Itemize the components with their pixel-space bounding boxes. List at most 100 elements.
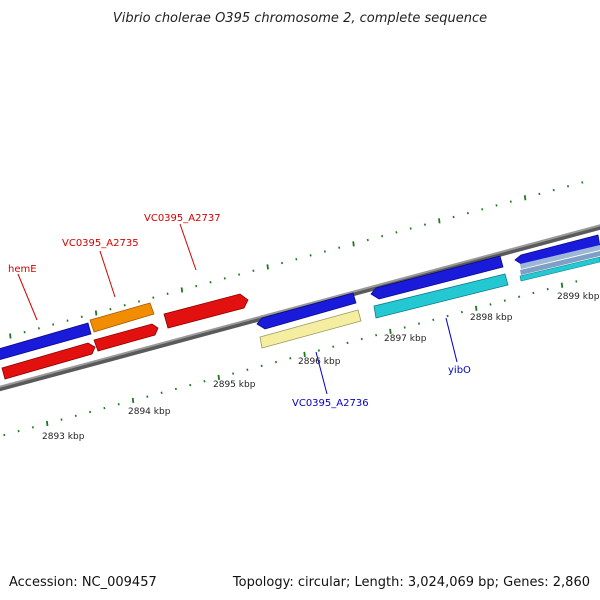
gene-label-hemE[interactable]: hemE [8, 264, 37, 275]
major-tick [180, 287, 184, 293]
minor-tick [481, 208, 484, 211]
major-tick [389, 328, 392, 334]
minor-tick [66, 319, 69, 322]
major-tick [131, 397, 135, 404]
gene-labels: hemE VC0395_A2735 VC0395_A2737 VC0395_A2… [8, 213, 471, 409]
minor-tick [509, 200, 512, 203]
minor-tick [409, 227, 412, 230]
major-tick [94, 310, 98, 316]
minor-tick [60, 418, 63, 421]
minor-tick [152, 296, 155, 299]
minor-tick [466, 211, 469, 215]
minor-tick [52, 323, 55, 326]
minor-tick [238, 273, 241, 276]
minor-tick [146, 395, 149, 398]
minor-tick [74, 414, 77, 418]
minor-tick [432, 318, 435, 322]
gene-label-yibO[interactable]: yibO [448, 365, 471, 376]
major-tick [438, 218, 441, 224]
major-tick [9, 333, 12, 339]
minor-tick [289, 356, 292, 360]
gene-label-VC0395_A2736[interactable]: VC0395_A2736 [292, 398, 369, 409]
gene-blue-upper-2[interactable] [370, 255, 504, 300]
minor-tick [203, 380, 206, 383]
tick-labels: 2893 kbp 2894 kbp 2895 kbp 2896 kbp 2897… [42, 292, 600, 442]
minor-tick [160, 391, 163, 394]
gene-VC0395_A2737[interactable] [163, 293, 249, 329]
major-tick [475, 305, 478, 311]
minor-tick [295, 257, 298, 261]
minor-tick [109, 307, 112, 311]
minor-tick [503, 299, 506, 302]
minor-tick [17, 429, 20, 433]
minor-tick [360, 337, 363, 341]
minor-tick [137, 300, 141, 303]
minor-tick [423, 223, 427, 226]
minor-tick [532, 291, 535, 295]
minor-tick [366, 238, 369, 242]
minor-tick [495, 204, 498, 207]
major-tick [560, 282, 564, 288]
minor-tick [195, 284, 198, 288]
gene-red-2[interactable] [93, 323, 159, 352]
minor-tick [332, 345, 335, 348]
gene-yibO[interactable] [373, 273, 509, 319]
accession-text: Accession: NC_009457 [9, 575, 157, 590]
gene-stack-right[interactable] [519, 245, 600, 282]
minor-tick [209, 281, 212, 284]
tick-label-2893: 2893 kbp [42, 432, 85, 442]
inner-tick-ring [3, 280, 578, 437]
tick-label-2895: 2895 kbp [213, 380, 256, 390]
minor-tick [403, 326, 406, 329]
minor-tick [174, 387, 177, 391]
minor-tick [546, 287, 549, 291]
minor-tick [123, 304, 126, 307]
minor-tick [538, 192, 541, 196]
minor-tick [375, 333, 378, 337]
minor-tick [260, 364, 263, 368]
minor-tick [3, 433, 6, 437]
outer-tick-ring [9, 181, 584, 339]
minor-tick [232, 372, 235, 375]
gene-label-VC0395_A2737[interactable]: VC0395_A2737 [144, 213, 221, 224]
major-tick [266, 264, 269, 270]
minor-tick [89, 410, 92, 414]
gene-VC0395_A2736[interactable] [259, 309, 362, 349]
minor-tick [460, 310, 463, 314]
gene-label-VC0395_A2735[interactable]: VC0395_A2735 [62, 238, 139, 249]
minor-tick [518, 295, 521, 299]
tick-label-2896: 2896 kbp [298, 357, 341, 367]
minor-tick [166, 292, 169, 295]
minor-tick [575, 280, 578, 283]
major-tick [217, 374, 220, 381]
map-title: Vibrio cholerae O395 chromosome 2, compl… [113, 11, 487, 26]
major-tick [523, 195, 527, 201]
minor-tick [223, 277, 226, 280]
tick-label-2897: 2897 kbp [384, 334, 427, 344]
major-tick [46, 420, 49, 427]
minor-tick [31, 426, 34, 429]
minor-tick [381, 234, 384, 238]
gene-VC0395_A2735[interactable] [89, 302, 155, 333]
minor-tick [252, 269, 255, 272]
minor-tick [274, 360, 278, 364]
minor-tick [23, 330, 26, 334]
minor-tick [581, 181, 584, 184]
minor-tick [346, 341, 349, 345]
minor-tick [317, 349, 320, 352]
minor-tick [446, 314, 449, 318]
minor-tick [246, 368, 249, 371]
tick-label-2898: 2898 kbp [470, 313, 513, 323]
sequence-summary-text: Topology: circular; Length: 3,024,069 bp… [232, 575, 590, 590]
minor-tick [395, 231, 398, 234]
minor-tick [37, 327, 40, 330]
minor-tick [189, 383, 192, 387]
minor-tick [323, 250, 326, 253]
minor-tick [566, 185, 570, 188]
major-tick [303, 351, 306, 357]
gene-hemE[interactable] [0, 322, 92, 361]
gene-blue-upper-1[interactable] [256, 292, 357, 330]
minor-tick [280, 261, 284, 265]
gene-red-1[interactable] [1, 342, 96, 380]
